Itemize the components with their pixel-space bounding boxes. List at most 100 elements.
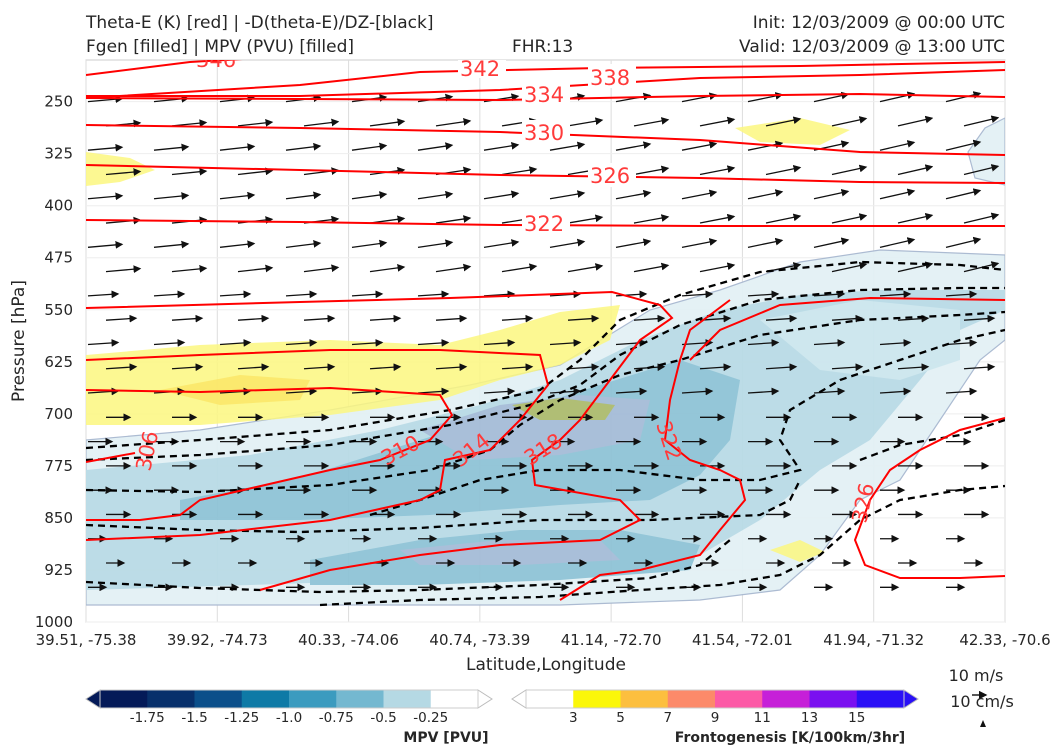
theta-e-318 xyxy=(86,290,674,591)
wind-vector xyxy=(567,214,604,224)
wind-vector xyxy=(105,363,138,372)
wind-vector xyxy=(813,290,846,299)
wind-vector xyxy=(435,263,472,273)
wind-vector xyxy=(549,190,586,200)
wind-vector xyxy=(549,238,586,248)
y-tick-label: 700 xyxy=(44,405,73,423)
wind-vector xyxy=(237,363,270,372)
colorbar-extend-right xyxy=(903,689,919,709)
wind-vector xyxy=(303,363,336,372)
wind-vector xyxy=(483,387,516,396)
wind-vector xyxy=(945,387,978,396)
forecast-hour: FHR:13 xyxy=(512,37,574,57)
wind-vector xyxy=(87,339,120,347)
colorbar-swatch xyxy=(430,690,479,708)
wind-vector xyxy=(501,166,538,176)
wind-vector xyxy=(219,191,256,200)
x-tick-label: 42.33, -70.6 xyxy=(959,631,1050,649)
y-tick-label: 550 xyxy=(44,301,73,319)
wind-vectors xyxy=(87,91,1000,592)
wind-vector xyxy=(897,115,934,127)
ddz-contour-4 xyxy=(369,328,1005,517)
x-tick-label: 40.74, -73.39 xyxy=(429,631,530,649)
colorbar-tick-label: -1.75 xyxy=(130,710,165,726)
wind-vector xyxy=(87,290,120,299)
theta-e-326-right xyxy=(853,417,1005,579)
wind-vector xyxy=(945,290,978,299)
colorbar-tick-label: 3 xyxy=(569,710,578,726)
wind-vector xyxy=(219,240,256,249)
wind-vector xyxy=(699,213,736,224)
wind-vector xyxy=(963,261,1000,273)
wind-vector xyxy=(369,314,402,323)
wind-vector xyxy=(879,387,912,396)
y-tick-label: 250 xyxy=(44,93,73,111)
wind-vector xyxy=(417,387,450,396)
wind-vector xyxy=(963,212,1000,224)
colorbar-extend-left xyxy=(85,689,101,709)
wind-vector xyxy=(153,143,190,152)
fgen-region-left-upper xyxy=(86,152,155,186)
wind-vector xyxy=(699,116,736,127)
theta-e-314 xyxy=(86,349,550,541)
wind-vector xyxy=(963,164,1000,176)
fgen-region-upper-right xyxy=(735,118,850,145)
wind-vector xyxy=(369,118,406,127)
theta-e-label-346: 346 xyxy=(196,48,236,72)
colorbar-tick-label: 7 xyxy=(663,710,672,726)
theta-e-label-330: 330 xyxy=(524,121,564,145)
wind-vector xyxy=(879,188,916,200)
wind-vector xyxy=(237,314,270,323)
wind-vector xyxy=(285,339,318,347)
vector-key-label-1: 10 m/s xyxy=(949,666,1004,685)
wind-vector xyxy=(171,363,204,372)
fgen-region-lower-right xyxy=(770,540,825,562)
wind-vector xyxy=(351,191,388,200)
colorbar-tick-label: 11 xyxy=(754,710,771,726)
ddz-contour-8 xyxy=(859,418,1005,462)
wind-vector xyxy=(897,314,930,323)
wind-vector xyxy=(633,314,666,323)
colorbar-swatch xyxy=(715,690,763,708)
wind-vector xyxy=(615,189,652,200)
wind-vector xyxy=(417,190,454,200)
wind-vector xyxy=(747,189,784,200)
wind-vector xyxy=(285,290,318,299)
mpv-region-core4 xyxy=(400,540,620,565)
theta-e-342 xyxy=(86,61,1005,99)
wind-vector xyxy=(813,188,850,200)
y-tick-label: 775 xyxy=(44,457,73,475)
wind-vector xyxy=(153,240,190,249)
wind-vector xyxy=(501,263,538,273)
colorbar-tick-label: -1.5 xyxy=(181,710,207,726)
wind-vector xyxy=(813,339,846,347)
wind-vector xyxy=(633,117,670,127)
x-tick-label: 41.94, -71.32 xyxy=(823,631,924,649)
fgen-colorbar: 3 5 7 9 11 13 15 Frontogenesis [K/100km/3hr] xyxy=(511,689,919,746)
wind-vector xyxy=(831,164,868,176)
ddz-contour-6 xyxy=(86,539,731,594)
wind-vector xyxy=(501,314,534,323)
wind-vector xyxy=(285,240,322,248)
wind-vector xyxy=(483,190,520,200)
wind-vector xyxy=(483,239,520,248)
colorbar-swatch xyxy=(620,690,669,708)
wind-vector xyxy=(153,192,190,200)
wind-vector xyxy=(567,117,604,127)
wind-vector xyxy=(171,264,208,273)
colorbar-tick-label: -0.5 xyxy=(370,710,396,726)
wind-vector xyxy=(351,142,388,151)
colorbar-tick-label: 9 xyxy=(711,710,720,726)
wind-vector xyxy=(897,164,934,176)
wind-vector xyxy=(219,290,252,299)
x-tick-label: 39.92, -74.73 xyxy=(167,631,268,649)
wind-vector xyxy=(813,387,846,396)
colorbar-tick-label: -1.0 xyxy=(276,710,302,726)
wind-vector xyxy=(567,263,604,273)
wind-vector xyxy=(219,339,252,347)
wind-vector xyxy=(747,387,780,396)
wind-vector xyxy=(681,387,714,396)
x-tick-label: 40.33, -74.06 xyxy=(298,631,399,649)
wind-vector xyxy=(615,290,648,299)
